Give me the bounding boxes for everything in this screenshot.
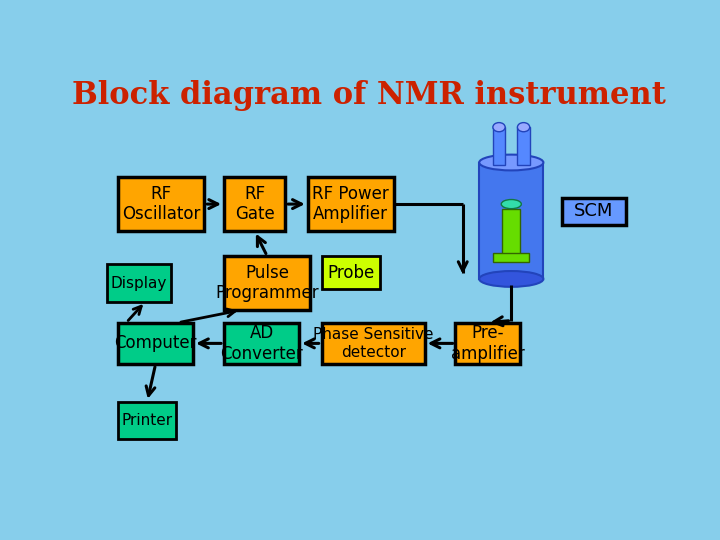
- FancyBboxPatch shape: [118, 402, 176, 439]
- FancyBboxPatch shape: [224, 177, 285, 231]
- Text: Pulse
Programmer: Pulse Programmer: [215, 264, 319, 302]
- FancyBboxPatch shape: [118, 177, 204, 231]
- Text: Phase Sensitive
detector: Phase Sensitive detector: [313, 327, 433, 360]
- Text: RF
Gate: RF Gate: [235, 185, 274, 224]
- FancyBboxPatch shape: [107, 265, 171, 302]
- Text: Block diagram of NMR instrument: Block diagram of NMR instrument: [72, 80, 666, 111]
- FancyBboxPatch shape: [322, 256, 380, 289]
- Text: RF
Oscillator: RF Oscillator: [122, 185, 200, 224]
- FancyBboxPatch shape: [118, 322, 193, 364]
- Text: Computer: Computer: [114, 334, 197, 353]
- FancyBboxPatch shape: [493, 127, 505, 165]
- Ellipse shape: [493, 123, 505, 132]
- Text: Display: Display: [111, 275, 167, 291]
- FancyBboxPatch shape: [322, 322, 425, 364]
- FancyBboxPatch shape: [503, 210, 521, 255]
- Ellipse shape: [518, 123, 530, 132]
- Text: RF Power
Amplifier: RF Power Amplifier: [312, 185, 390, 224]
- Ellipse shape: [480, 271, 544, 287]
- Text: Printer: Printer: [122, 413, 173, 428]
- FancyBboxPatch shape: [224, 322, 300, 364]
- Text: Probe: Probe: [327, 264, 374, 282]
- Text: AD
Converter: AD Converter: [220, 324, 303, 363]
- FancyBboxPatch shape: [518, 127, 530, 165]
- FancyBboxPatch shape: [307, 177, 394, 231]
- Text: SCM: SCM: [574, 202, 613, 220]
- FancyBboxPatch shape: [493, 253, 529, 262]
- FancyBboxPatch shape: [562, 198, 626, 225]
- FancyBboxPatch shape: [224, 256, 310, 310]
- Ellipse shape: [501, 199, 521, 208]
- FancyBboxPatch shape: [456, 322, 520, 364]
- Text: Pre-
amplifier: Pre- amplifier: [451, 324, 524, 363]
- Ellipse shape: [480, 154, 544, 171]
- FancyBboxPatch shape: [480, 163, 544, 279]
